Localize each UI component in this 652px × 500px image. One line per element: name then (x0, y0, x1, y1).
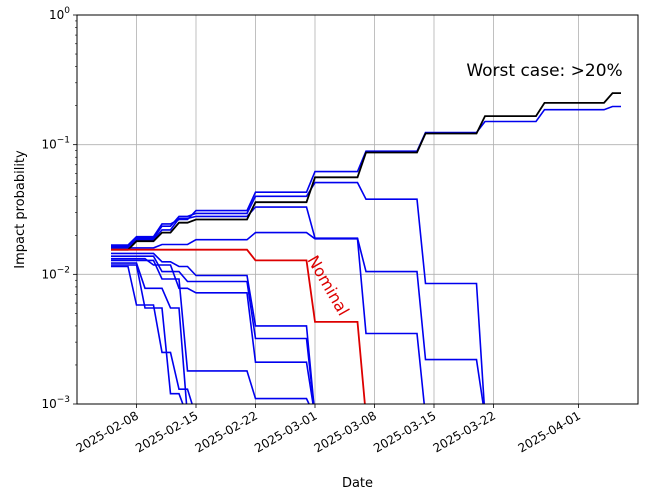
series-line-9 (111, 262, 188, 404)
y-tick-exponent: 0 (64, 6, 70, 16)
y-tick-label: 10−2 (41, 265, 70, 281)
series-line-5 (111, 252, 315, 404)
y-tick-exponent: −1 (57, 136, 70, 146)
y-tick-base: 10 (49, 8, 64, 22)
y-tick-exponent: −2 (57, 265, 70, 275)
y-tick-label: 10−3 (41, 395, 70, 411)
y-axis-label: Impact probability (13, 150, 28, 269)
y-tick-base: 10 (41, 267, 56, 281)
series-line-13 (111, 248, 366, 404)
plot-area (111, 92, 621, 404)
series-line-1 (111, 105, 621, 246)
series-line-11 (111, 264, 184, 404)
series-line-10 (111, 265, 193, 404)
plot-frame (76, 14, 639, 405)
y-tick-exponent: −3 (57, 395, 70, 405)
series-line-6 (111, 255, 315, 404)
series-line-8 (111, 259, 310, 404)
y-tick-label: 100 (49, 6, 70, 22)
series-line-4 (111, 231, 426, 404)
x-axis-label: Date (342, 476, 373, 491)
series-line-3 (111, 206, 484, 404)
y-tick-base: 10 (41, 138, 56, 152)
series-line-2 (111, 181, 485, 404)
annotation-1: Worst case: >20% (466, 61, 622, 81)
series-line-12 (111, 92, 621, 251)
series-line-7 (111, 257, 314, 404)
grid (77, 15, 638, 404)
series-layer (111, 92, 621, 404)
y-tick-label: 10−1 (41, 136, 70, 152)
y-tick-base: 10 (41, 397, 56, 411)
